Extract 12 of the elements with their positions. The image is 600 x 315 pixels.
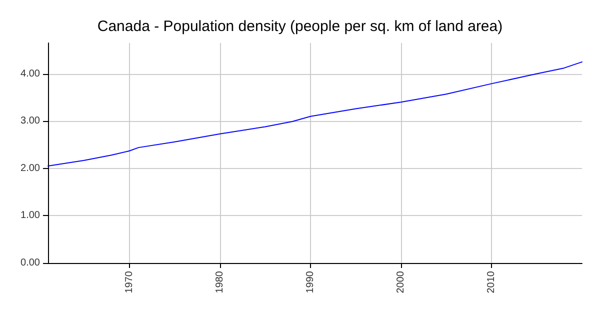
line-series <box>48 61 582 167</box>
x-tick-label: 2010 <box>486 270 497 294</box>
y-tick-label: 3.00 <box>20 116 40 127</box>
x-tick-label: 1970 <box>124 270 135 294</box>
chart-title: Canada - Population density (people per sq. km of land area) <box>97 18 503 35</box>
x-tick-label: 2000 <box>395 270 406 294</box>
y-tick-label: 0.00 <box>20 258 40 268</box>
y-tick-label: 2.00 <box>20 162 40 174</box>
x-tick-label: 1990 <box>304 270 316 294</box>
y-tick-label: 1.00 <box>20 210 40 222</box>
y-tick-label: 4.00 <box>20 68 40 80</box>
x-tick-label: 1980 <box>214 270 226 294</box>
